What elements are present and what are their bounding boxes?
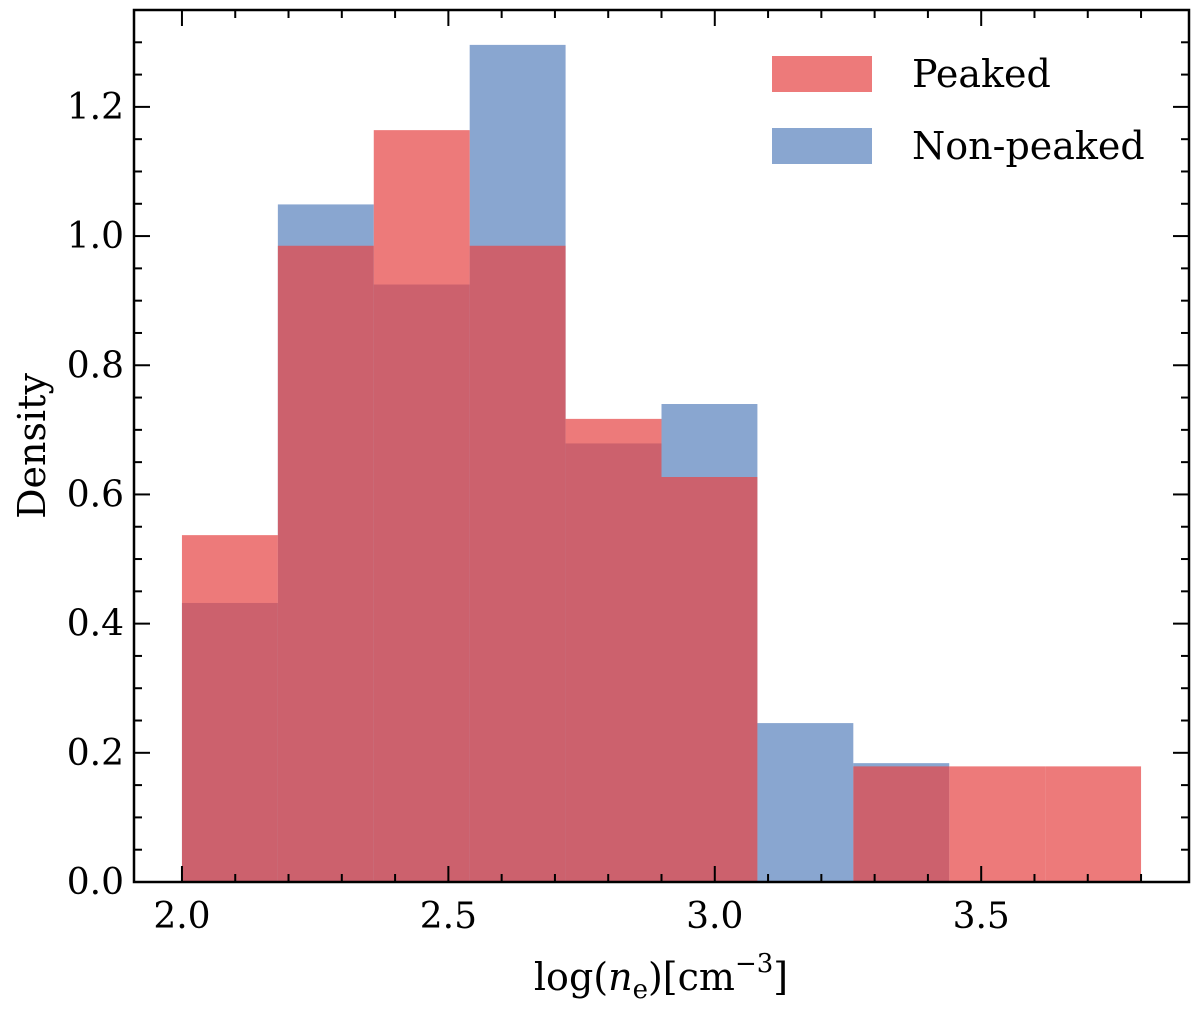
y-tick-label-6: 1.2 (67, 87, 124, 128)
y-axis-label: Density (10, 373, 54, 519)
bar-peaked-0 (181, 535, 278, 882)
bar-peaked-3 (469, 245, 566, 882)
bar-peaked-5 (661, 477, 758, 882)
plot-frame (132, 8, 1191, 884)
legend: Peaked Non-peaked (772, 52, 1145, 168)
x-tick-label-3: 3.5 (953, 896, 1010, 937)
legend-swatch-non-peaked (772, 128, 872, 164)
series-peaked (181, 130, 1142, 882)
bar-peaked-7 (853, 766, 950, 882)
bar-non-peaked-6 (757, 723, 854, 882)
bar-peaked-8 (949, 766, 1046, 882)
bar-peaked-2 (373, 130, 470, 882)
bar-peaked-9 (1045, 766, 1142, 882)
y-tick-label-4: 0.8 (67, 345, 124, 386)
y-tick-label-0: 0.0 (67, 862, 124, 903)
bar-peaked-1 (277, 245, 374, 882)
y-tick-label-1: 0.2 (67, 733, 124, 774)
x-tick-label-2: 3.0 (686, 896, 743, 937)
bar-peaked-4 (565, 418, 662, 882)
legend-swatch-peaked (772, 56, 872, 92)
legend-label-peaked: Peaked (912, 52, 1051, 96)
y-tick-label-2: 0.4 (67, 604, 124, 645)
y-tick-label-5: 1.0 (67, 216, 124, 257)
x-tick-label-1: 2.5 (420, 896, 477, 937)
bars-layer (181, 44, 1142, 883)
x-axis-label: log(ne)[cm−3] (534, 949, 788, 1005)
legend-label-non-peaked: Non-peaked (912, 124, 1145, 168)
labels-layer: 2.0 2.5 3.0 3.5 0.0 0.2 0.4 0.6 0.8 1.0 1.2 (67, 87, 1010, 937)
y-tick-label-3: 0.6 (67, 474, 124, 515)
x-tick-label-0: 2.0 (153, 896, 210, 937)
